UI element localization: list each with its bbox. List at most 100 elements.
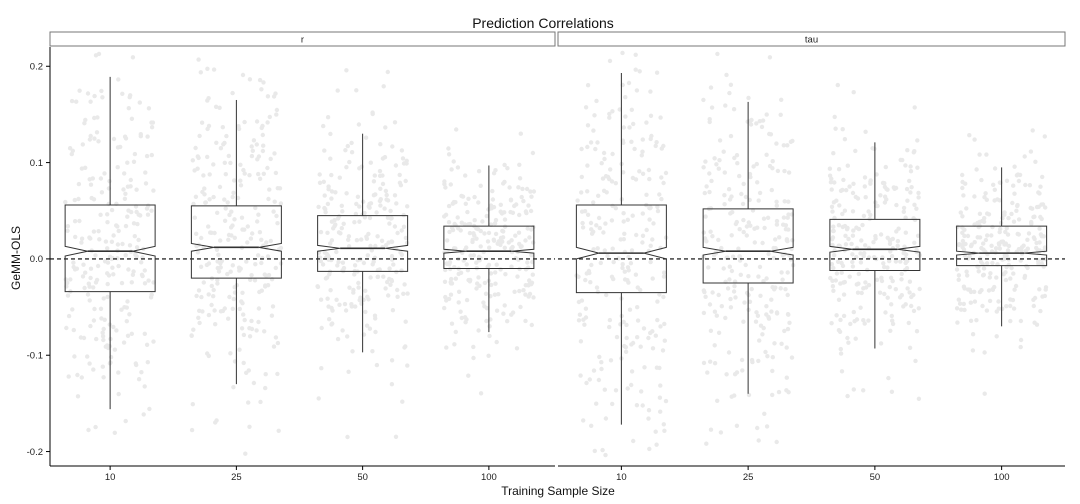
jitter-point xyxy=(200,309,205,314)
jitter-point xyxy=(351,287,356,293)
jitter-point xyxy=(767,55,773,60)
jitter-point xyxy=(529,194,534,199)
jitter-point xyxy=(716,166,721,171)
x-tick-label: 25 xyxy=(231,472,242,483)
jitter-point xyxy=(368,275,373,280)
jitter-point xyxy=(768,132,774,137)
x-tick-label: 10 xyxy=(616,472,627,483)
jitter-point xyxy=(620,262,625,267)
jitter-point xyxy=(885,295,890,300)
jitter-point xyxy=(861,213,867,219)
jitter-point xyxy=(985,233,990,238)
jitter-point xyxy=(335,336,341,342)
jitter-point xyxy=(728,305,734,310)
jitter-point xyxy=(193,145,198,151)
jitter-point xyxy=(657,395,663,400)
jitter-point xyxy=(466,196,471,201)
jitter-point xyxy=(368,160,373,165)
jitter-point xyxy=(998,226,1003,232)
jitter-point xyxy=(635,305,640,310)
jitter-point xyxy=(1011,306,1017,311)
jitter-point xyxy=(254,119,260,124)
jitter-point xyxy=(365,253,370,258)
jitter-point xyxy=(762,411,767,416)
jitter-point xyxy=(75,372,80,378)
jitter-point xyxy=(781,215,787,220)
jitter-point xyxy=(581,418,586,423)
x-tick-label: 25 xyxy=(743,472,754,483)
jitter-point xyxy=(882,291,887,297)
jitter-point xyxy=(628,261,634,266)
jitter-point xyxy=(87,137,93,142)
jitter-point xyxy=(213,420,218,425)
jitter-point xyxy=(888,249,893,254)
jitter-point xyxy=(850,264,856,269)
jitter-point xyxy=(517,241,522,247)
jitter-point xyxy=(367,326,373,331)
jitter-point xyxy=(585,212,591,217)
jitter-point xyxy=(144,153,150,159)
jitter-point xyxy=(890,278,895,284)
facet-strip-box xyxy=(557,31,1066,47)
jitter-point xyxy=(399,252,405,257)
jitter-point xyxy=(261,143,266,148)
jitter-point xyxy=(1016,178,1022,184)
jitter-point xyxy=(134,187,139,192)
jitter-point xyxy=(763,349,768,355)
jitter-point xyxy=(976,269,981,274)
jitter-point xyxy=(597,354,602,360)
jitter-point xyxy=(395,230,400,236)
box-body xyxy=(702,208,794,284)
jitter-point xyxy=(267,114,272,120)
jitter-point xyxy=(596,377,602,383)
jitter-point xyxy=(908,190,913,195)
jitter-point xyxy=(898,157,903,163)
jitter-point xyxy=(209,283,214,289)
jitter-point xyxy=(1002,242,1007,247)
jitter-point xyxy=(642,365,647,370)
jitter-point xyxy=(345,143,350,149)
jitter-point xyxy=(588,220,594,226)
jitter-point xyxy=(704,441,709,446)
jitter-point xyxy=(403,235,409,241)
jitter-point xyxy=(654,70,660,75)
jitter-point xyxy=(655,299,660,304)
jitter-point xyxy=(88,323,93,329)
jitter-point xyxy=(330,308,335,313)
jitter-point xyxy=(783,287,788,292)
jitter-point xyxy=(847,184,852,189)
jitter-point xyxy=(741,319,746,324)
y-tick-label: -0.2 xyxy=(27,447,43,458)
jitter-point xyxy=(719,245,724,251)
jitter-point xyxy=(986,288,992,293)
jitter-point xyxy=(621,237,626,242)
jitter-point xyxy=(256,319,261,325)
jitter-point xyxy=(275,371,280,377)
jitter-point xyxy=(194,293,199,299)
jitter-point xyxy=(954,306,960,311)
jitter-point xyxy=(211,162,216,167)
jitter-point xyxy=(145,360,150,365)
boxplot-r-10 xyxy=(64,76,156,410)
jitter-point xyxy=(392,120,398,125)
jitter-point xyxy=(648,259,653,265)
axes: 10 25 50 100 10 25 50 100-0.2-0.10.00.10.2 xyxy=(27,47,1065,483)
jitter-point xyxy=(344,165,349,170)
jitter-point xyxy=(227,212,232,218)
jitter-point xyxy=(658,324,663,329)
jitter-point xyxy=(352,220,357,225)
jitter-point xyxy=(466,373,471,378)
jitter-point xyxy=(323,210,328,215)
jitter-point xyxy=(493,231,499,237)
jitter-point xyxy=(114,328,119,333)
jitter-point xyxy=(621,219,626,224)
jitter-point xyxy=(121,187,126,192)
jitter-point xyxy=(897,295,903,300)
jitter-point xyxy=(741,217,746,223)
jitter-point xyxy=(585,163,590,168)
jitter-point xyxy=(472,194,477,200)
jitter-point xyxy=(133,361,138,366)
jitter-point xyxy=(107,254,113,259)
jitter-point xyxy=(733,295,738,300)
jitter-point xyxy=(476,275,481,280)
